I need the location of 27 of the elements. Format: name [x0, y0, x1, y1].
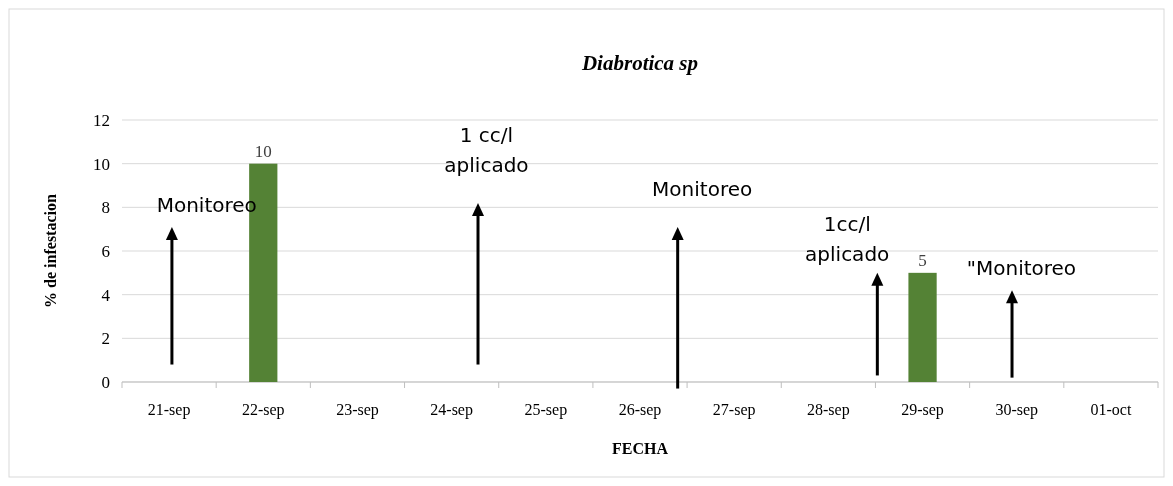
x-tick-label: 25-sep: [524, 401, 568, 419]
x-tick-label: 23-sep: [336, 401, 379, 419]
data-label: 5: [918, 250, 927, 270]
x-tick-label: 27-sep: [712, 401, 756, 419]
y-tick-label: 2: [101, 329, 110, 349]
x-tick-label: 26-sep: [618, 401, 662, 419]
y-tick-label: 10: [93, 154, 110, 174]
x-tick-label: 01-oct: [1090, 401, 1132, 418]
data-label: 10: [254, 141, 272, 161]
annotation: "Monitoreo: [966, 256, 1077, 281]
x-tick-label: 30-sep: [995, 401, 1039, 419]
x-tick-label: 21-sep: [147, 401, 191, 419]
chart-title: Diabrotica sp: [580, 51, 699, 75]
x-tick-label: 28-sep: [807, 401, 850, 419]
y-axis-title: % de infestacion: [42, 194, 59, 308]
annotation: 1 cc/l aplicado: [444, 122, 529, 177]
y-tick-label: 12: [93, 111, 110, 130]
annotation: Monitoreo: [652, 177, 753, 202]
y-tick-label: 0: [101, 373, 110, 392]
y-tick-label: 8: [101, 198, 110, 218]
y-tick-label: 4: [101, 285, 111, 305]
y-tick-label: 6: [101, 242, 110, 261]
x-axis-title: FECHA: [612, 440, 669, 457]
x-tick-label: 24-sep: [430, 401, 473, 419]
x-tick-label: 22-sep: [241, 401, 285, 419]
annotation: 1cc/l aplicado: [805, 212, 890, 267]
x-tick-label: 29-sep: [901, 401, 944, 419]
